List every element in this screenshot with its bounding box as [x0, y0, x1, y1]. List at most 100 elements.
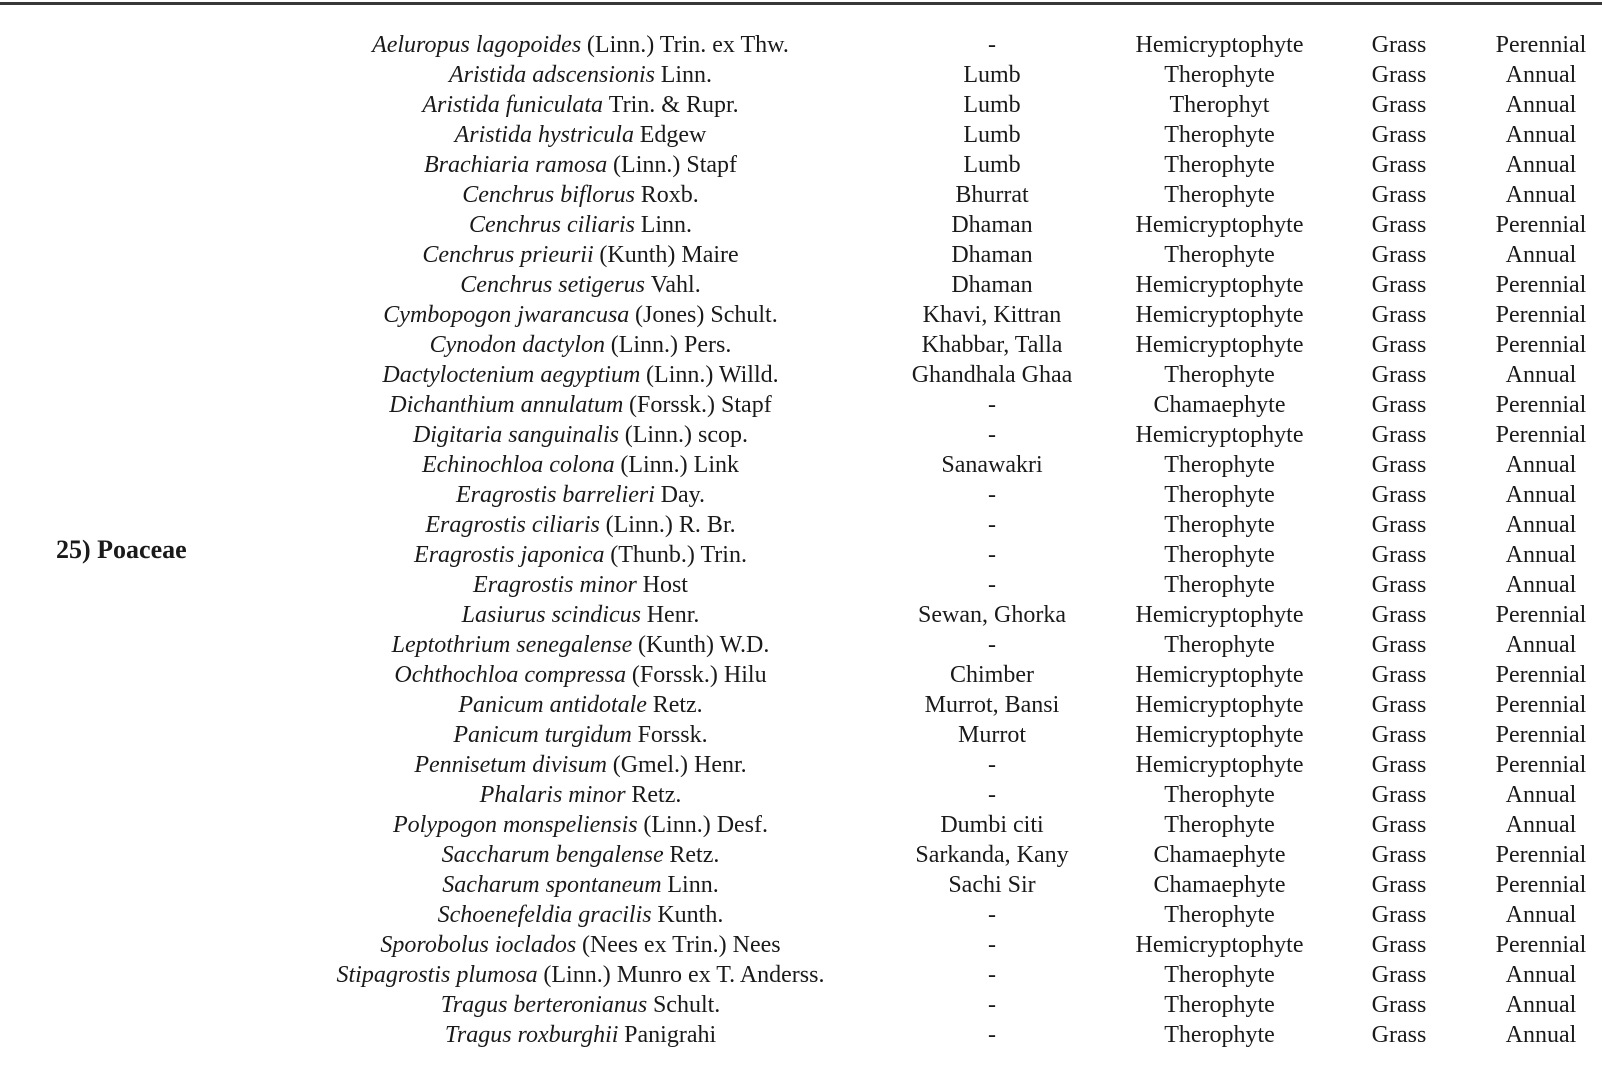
life-form-cell: Hemicryptophyte: [1135, 272, 1304, 298]
table-row: Ochthochloa compressa (Forssk.) Hilu Chim…: [298, 660, 1602, 690]
duration-cell: Annual: [1505, 812, 1577, 838]
table-row: Eragrostis minor Host - Therophyte Grass …: [298, 570, 1602, 600]
life-form-cell: Hemicryptophyte: [1135, 722, 1304, 748]
life-form-cell: Therophyte: [1164, 182, 1275, 208]
local-name-cell: Sewan, Ghorka: [918, 602, 1066, 628]
duration-cell: Perennial: [1495, 212, 1587, 238]
species-authority: Schult.: [652, 992, 721, 1018]
local-name-cell: Dumbi citi: [940, 812, 1044, 838]
duration-cell: Annual: [1505, 962, 1577, 988]
species-name: Saccharum bengalense: [441, 842, 664, 868]
duration-cell: Perennial: [1495, 302, 1587, 328]
species-name: Aristida adscensionis: [448, 62, 655, 88]
species-cell: Stipagrostis plumosa (Linn.) Munro ex T. …: [298, 960, 863, 990]
life-form-cell: Chamaephyte: [1153, 842, 1286, 868]
life-form-cell: Hemicryptophyte: [1135, 602, 1304, 628]
local-name-cell: -: [988, 1022, 996, 1048]
species-name: Brachiaria ramosa: [423, 152, 608, 178]
local-name-cell: -: [988, 482, 996, 508]
habit-cell: Grass: [1371, 242, 1427, 268]
duration-cell: Perennial: [1495, 932, 1587, 958]
life-form-cell: Therophyte: [1164, 782, 1275, 808]
duration-cell: Annual: [1505, 452, 1577, 478]
species-authority: Kunth.: [657, 902, 724, 928]
duration-cell: Perennial: [1495, 752, 1587, 778]
species-cell: Aeluropus lagopoides (Linn.) Trin. ex Thw…: [298, 30, 863, 60]
local-name-cell: -: [988, 782, 996, 808]
life-form-cell: Hemicryptophyte: [1135, 332, 1304, 358]
species-name: Eragrostis japonica: [414, 542, 605, 568]
duration-cell: Annual: [1505, 122, 1577, 148]
table-row: Eragrostis ciliaris (Linn.) R. Br. - Ther…: [298, 510, 1602, 540]
species-cell: Eragrostis japonica (Thunb.) Trin.: [298, 540, 863, 570]
species-cell: Dichanthium annulatum (Forssk.) Stapf: [298, 390, 863, 420]
species-cell: Cynodon dactylon (Linn.) Pers.: [298, 330, 863, 360]
life-form-cell: Hemicryptophyte: [1135, 422, 1304, 448]
species-authority: Day.: [660, 482, 706, 508]
species-authority: Retz.: [631, 782, 682, 808]
habit-cell: Grass: [1371, 932, 1427, 958]
species-name: Tragus roxburghii: [444, 1022, 619, 1048]
local-name-cell: Dhaman: [951, 212, 1033, 238]
table-row: Cenchrus setigerus Vahl. Dhaman Hemicrypt…: [298, 270, 1602, 300]
species-authority: Linn.: [640, 212, 693, 238]
species-name: Panicum turgidum: [453, 722, 632, 748]
habit-cell: Grass: [1371, 152, 1427, 178]
life-form-cell: Therophyte: [1164, 482, 1275, 508]
local-name-cell: -: [988, 392, 996, 418]
species-authority: (Linn.) scop.: [624, 422, 749, 448]
life-form-cell: Therophyte: [1164, 812, 1275, 838]
habit-cell: Grass: [1371, 632, 1427, 658]
local-name-cell: Lumb: [963, 122, 1021, 148]
habit-cell: Grass: [1371, 902, 1427, 928]
table-row: Leptothrium senegalense (Kunth) W.D. - Th…: [298, 630, 1602, 660]
species-name: Echinochloa colona: [421, 452, 615, 478]
habit-cell: Grass: [1371, 452, 1427, 478]
life-form-cell: Hemicryptophyte: [1135, 752, 1304, 778]
life-form-cell: Therophyte: [1164, 542, 1275, 568]
habit-cell: Grass: [1371, 602, 1427, 628]
habit-cell: Grass: [1371, 332, 1427, 358]
species-cell: Aristida funiculata Trin. & Rupr.: [298, 90, 863, 120]
duration-cell: Perennial: [1495, 392, 1587, 418]
duration-cell: Annual: [1505, 512, 1577, 538]
local-name-cell: -: [988, 962, 996, 988]
habit-cell: Grass: [1371, 32, 1427, 58]
habit-cell: Grass: [1371, 962, 1427, 988]
duration-cell: Annual: [1505, 902, 1577, 928]
species-authority: (Kunth) W.D.: [638, 632, 770, 658]
species-authority: Retz.: [669, 842, 720, 868]
species-cell: Ochthochloa compressa (Forssk.) Hilu: [298, 660, 863, 690]
local-name-cell: -: [988, 752, 996, 778]
life-form-cell: Therophyte: [1164, 992, 1275, 1018]
species-cell: Digitaria sanguinalis (Linn.) scop.: [298, 420, 863, 450]
table-row: Sacharum spontaneum Linn. Sachi Sir Chama…: [298, 870, 1602, 900]
species-name: Aeluropus lagopoides: [372, 32, 582, 58]
life-form-cell: Therophyte: [1164, 362, 1275, 388]
species-name: Cenchrus prieurii: [422, 242, 594, 268]
table-row: Tragus berteronianus Schult. - Therophyte…: [298, 990, 1602, 1020]
habit-cell: Grass: [1371, 392, 1427, 418]
species-name: Cenchrus biflorus: [462, 182, 635, 208]
species-authority: Edgew: [639, 122, 707, 148]
local-name-cell: Dhaman: [951, 242, 1033, 268]
species-cell: Aristida hystricula Edgew: [298, 120, 863, 150]
table-row: Aristida hystricula Edgew Lumb Therophyte…: [298, 120, 1602, 150]
species-authority: (Kunth) Maire: [599, 242, 739, 268]
table-row: Digitaria sanguinalis (Linn.) scop. - Hem…: [298, 420, 1602, 450]
duration-cell: Annual: [1505, 992, 1577, 1018]
duration-cell: Annual: [1505, 782, 1577, 808]
duration-cell: Perennial: [1495, 602, 1587, 628]
species-name: Cenchrus setigerus: [460, 272, 645, 298]
species-name: Tragus berteronianus: [440, 992, 648, 1018]
species-authority: Retz.: [652, 692, 703, 718]
habit-cell: Grass: [1371, 512, 1427, 538]
table-row: Cymbopogon jwarancusa (Jones) Schult. Kha…: [298, 300, 1602, 330]
local-name-cell: Lumb: [963, 62, 1021, 88]
species-authority: (Linn.) Willd.: [646, 362, 779, 388]
habit-cell: Grass: [1371, 572, 1427, 598]
species-cell: Brachiaria ramosa (Linn.) Stapf: [298, 150, 863, 180]
duration-cell: Annual: [1505, 1022, 1577, 1048]
local-name-cell: Sachi Sir: [948, 872, 1036, 898]
local-name-cell: Sanawakri: [941, 452, 1043, 478]
